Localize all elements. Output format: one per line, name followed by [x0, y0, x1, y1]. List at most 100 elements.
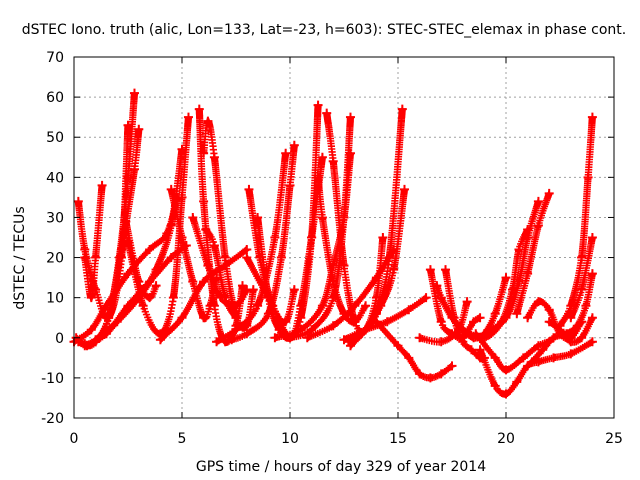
data-point — [436, 369, 446, 379]
series-arc43 — [566, 233, 597, 323]
data-point — [404, 353, 414, 363]
series-arc16 — [227, 140, 299, 345]
plot-frame — [73, 56, 615, 419]
data-point — [199, 196, 209, 206]
data-point — [101, 301, 111, 311]
data-point — [296, 325, 306, 335]
y-tick-label: 60 — [46, 90, 64, 106]
data-point — [177, 233, 187, 242]
data-point — [285, 180, 295, 190]
data-point — [415, 369, 425, 379]
data-point — [533, 341, 543, 351]
data-point — [270, 233, 280, 242]
data-point — [123, 237, 133, 247]
data-point — [253, 212, 263, 222]
data-point — [302, 333, 312, 343]
data-point — [371, 317, 381, 327]
series-arc38 — [512, 188, 554, 319]
series-arc29 — [371, 317, 457, 383]
data-point — [248, 285, 258, 295]
data-point — [168, 293, 178, 303]
data-point — [479, 329, 489, 339]
data-point — [566, 349, 576, 359]
data-point — [490, 309, 500, 319]
data-point — [389, 245, 399, 255]
y-axis-title: dSTEC / TECUs — [12, 206, 28, 309]
data-point — [512, 309, 522, 319]
data-point — [242, 329, 252, 339]
data-point — [328, 156, 338, 166]
data-point — [317, 301, 327, 311]
data-point — [587, 337, 597, 347]
data-point — [209, 301, 219, 311]
series-layer — [69, 88, 597, 399]
data-point — [549, 353, 559, 363]
data-point — [188, 212, 198, 222]
data-point — [350, 317, 360, 327]
data-point — [177, 192, 187, 202]
data-point — [404, 305, 414, 315]
data-point — [317, 212, 327, 222]
data-point — [199, 277, 209, 287]
series-arc24 — [270, 148, 355, 343]
data-point — [244, 184, 254, 194]
data-point — [145, 277, 155, 287]
chart-title: dSTEC Iono. truth (alic, Lon=133, Lat=-2… — [22, 22, 626, 38]
data-point — [436, 337, 446, 347]
data-point — [466, 345, 476, 355]
x-tick-label: 10 — [281, 431, 299, 447]
data-point — [220, 253, 230, 263]
data-point — [281, 148, 291, 158]
data-point — [317, 152, 327, 162]
data-point — [523, 269, 533, 279]
data-point — [203, 261, 213, 271]
data-point — [490, 353, 500, 363]
data-point — [276, 253, 286, 263]
data-point — [117, 253, 127, 263]
y-tick-labels: -20 -10 0 10 20 30 40 50 60 70 — [41, 50, 64, 427]
data-point — [296, 301, 306, 311]
series-arc37 — [479, 196, 543, 339]
data-point — [134, 124, 144, 134]
data-point — [378, 233, 388, 242]
data-point — [389, 265, 399, 275]
series-arc42 — [555, 112, 597, 331]
data-point — [512, 377, 522, 387]
series-arc4 — [80, 180, 107, 303]
data-point — [544, 305, 554, 315]
data-point — [313, 100, 323, 110]
data-point — [263, 293, 273, 303]
data-point — [80, 245, 90, 255]
x-tick-label: 25 — [605, 431, 623, 447]
data-point — [231, 313, 241, 323]
data-point — [345, 148, 355, 158]
data-point — [73, 196, 83, 206]
data-point — [533, 297, 543, 307]
data-point — [425, 373, 435, 383]
data-point — [86, 325, 96, 335]
data-point — [462, 297, 472, 307]
x-axis-title: GPS time / hours of day 329 of year 2014 — [196, 459, 486, 475]
data-point — [209, 152, 219, 162]
data-point — [345, 341, 355, 351]
y-tick-label: 30 — [46, 210, 64, 226]
series-arc41 — [544, 313, 597, 347]
data-point — [475, 345, 485, 355]
data-point — [533, 196, 543, 206]
data-point — [350, 301, 360, 311]
data-point — [237, 281, 247, 291]
data-point — [177, 313, 187, 323]
x-tick-label: 20 — [497, 431, 515, 447]
data-point — [555, 321, 565, 331]
data-point — [436, 293, 446, 303]
y-tick-label: -20 — [41, 411, 64, 427]
data-point — [399, 184, 409, 194]
data-point — [97, 180, 107, 190]
x-tick-label: 5 — [178, 431, 187, 447]
series-arc14 — [201, 224, 241, 323]
data-point — [201, 224, 211, 234]
data-point — [523, 361, 533, 371]
data-point — [566, 301, 576, 311]
x-tick-label: 15 — [389, 431, 407, 447]
series-arc28 — [339, 293, 431, 345]
